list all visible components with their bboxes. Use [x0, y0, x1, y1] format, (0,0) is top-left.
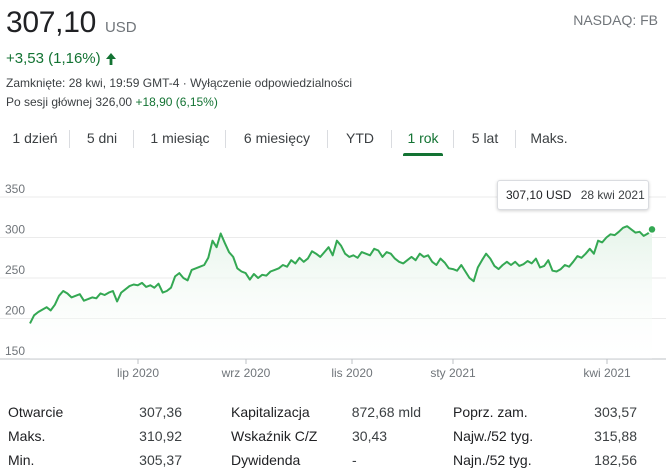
stat-value: 303,57 [594, 404, 637, 420]
stat-label: Otwarcie [8, 404, 64, 420]
after-hours-note: Po sesji głównej 326,00 +18,90 (6,15%) [6, 95, 218, 109]
tab-max[interactable]: Maks. [516, 122, 582, 156]
x-tick-label: sty 2021 [430, 366, 476, 380]
price-line [29, 225, 653, 324]
tab-label: 1 dzień [12, 130, 58, 146]
tab-label: 1 rok [407, 130, 439, 146]
stat-high: Maks. 310,92 [8, 428, 182, 444]
tab-label: 5 dni [86, 130, 118, 146]
stat-value: 30,43 [352, 428, 388, 444]
tab-1-day[interactable]: 1 dzień [0, 122, 70, 156]
range-tabs: 1 dzień 5 dni 1 miesiąc 6 miesięcy YTD 1… [0, 122, 582, 156]
last-price-point [647, 224, 657, 235]
x-tick-label: lis 2020 [331, 366, 373, 380]
price-header: 307,10 USD [6, 6, 137, 40]
stat-label: Dywidenda [231, 452, 301, 468]
market-closed-note: Zamknięte: 28 kwi, 19:59 GMT-4 · Wyłącze… [6, 76, 353, 90]
stat-value: 315,88 [594, 428, 637, 444]
y-tick-label: 300 [5, 223, 25, 237]
tab-label: 6 miesięcy [243, 130, 311, 146]
tab-label: YTD [346, 130, 374, 146]
y-tick-label: 350 [5, 182, 25, 196]
stat-market-cap: Kapitalizacja 872,68 mld [231, 404, 421, 420]
stat-52w-high: Najw./52 tyg. 315,88 [453, 428, 637, 444]
price-chart[interactable]: 350 300 250 200 150 lip 2020 wrz 2020 lis 2020 s… [0, 176, 666, 386]
stat-pe-ratio: Wskaźnik C/Z 30,43 [231, 428, 387, 444]
currency-label: USD [104, 19, 137, 36]
tab-label: 5 lat [471, 130, 499, 146]
stat-label: Poprz. zam. [453, 404, 528, 420]
price-area [30, 226, 652, 359]
stat-label: Kapitalizacja [231, 404, 310, 420]
arrow-up-icon [105, 52, 117, 66]
chart-tooltip: 307,10 USD 28 kwi 2021 [497, 180, 649, 210]
tab-1-month[interactable]: 1 miesiąc [134, 122, 226, 156]
price-change-value: +3,53 (1,16%) [6, 50, 101, 67]
tooltip-date: 28 kwi 2021 [580, 188, 645, 202]
stat-52w-low: Najn./52 tyg. 182,56 [453, 452, 637, 468]
stat-low: Min. 305,37 [8, 452, 182, 468]
x-tick-label: wrz 2020 [221, 366, 271, 380]
stat-value: 307,36 [139, 404, 182, 420]
stat-open: Otwarcie 307,36 [8, 404, 182, 420]
y-tick-label: 200 [5, 304, 25, 318]
stat-value: 310,92 [139, 428, 182, 444]
after-hours-change: +18,90 (6,15%) [135, 95, 218, 109]
tooltip-price: 307,10 USD [506, 188, 572, 202]
stat-value: - [352, 452, 357, 468]
stat-value: 182,56 [594, 452, 637, 468]
stat-prev-close: Poprz. zam. 303,57 [453, 404, 637, 420]
y-tick-label: 150 [5, 344, 25, 358]
tab-6-months[interactable]: 6 miesięcy [226, 122, 328, 156]
price-change: +3,53 (1,16%) [6, 50, 117, 67]
stat-label: Najw./52 tyg. [453, 428, 534, 444]
x-tick-label: kwi 2021 [583, 366, 631, 380]
exchange-ticker: NASDAQ: FB [573, 12, 658, 28]
stat-label: Najn./52 tyg. [453, 452, 532, 468]
tab-5-days[interactable]: 5 dni [70, 122, 134, 156]
tab-label: Maks. [530, 130, 568, 146]
y-tick-label: 250 [5, 263, 25, 277]
stat-dividend: Dywidenda - [231, 452, 357, 468]
price-chart-svg: 350 300 250 200 150 lip 2020 wrz 2020 lis 2020 s… [0, 182, 666, 380]
after-hours-label: Po sesji głównej 326,00 [6, 95, 133, 109]
stat-value: 872,68 mld [351, 404, 421, 420]
stat-label: Maks. [8, 428, 46, 444]
stat-label: Wskaźnik C/Z [231, 428, 318, 444]
stat-value: 305,37 [139, 452, 182, 468]
tab-label: 1 miesiąc [150, 130, 210, 146]
stat-label: Min. [8, 452, 35, 468]
tab-5-years[interactable]: 5 lat [454, 122, 516, 156]
x-tick-label: lip 2020 [117, 366, 159, 380]
tab-ytd[interactable]: YTD [328, 122, 392, 156]
tab-1-year[interactable]: 1 rok [392, 122, 454, 156]
current-price: 307,10 [6, 6, 96, 39]
